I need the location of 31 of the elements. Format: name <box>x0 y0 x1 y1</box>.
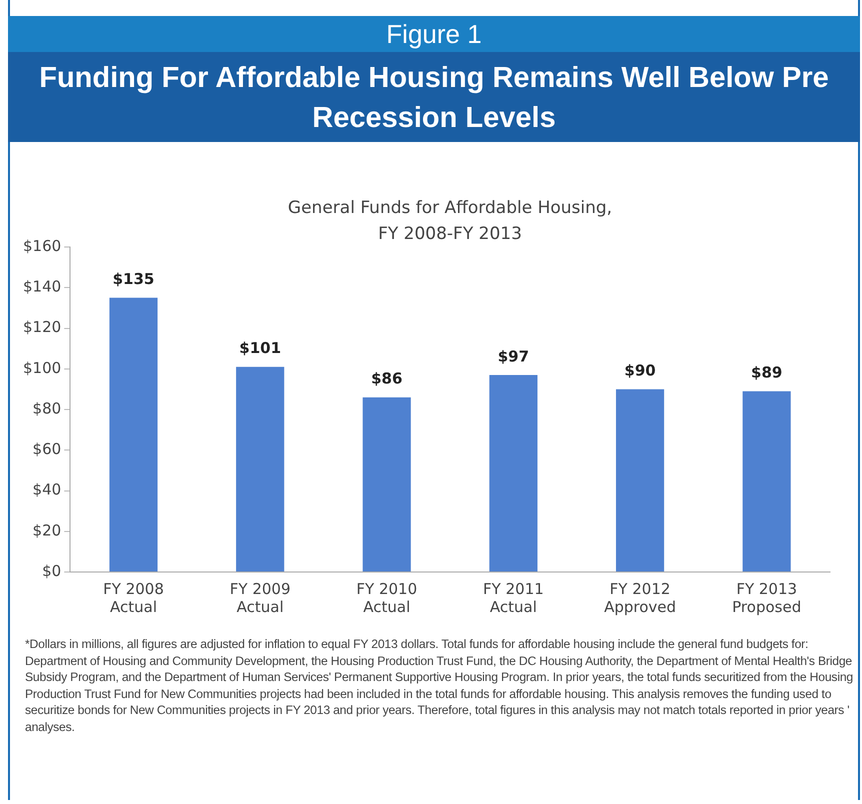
text: General Funds for Affordable Housing, FY 2008-FY 2013 <box>286 197 614 246</box>
bar <box>489 374 538 572</box>
text: *Dollars in millions, all figures are adjusted for inflation to equal FY 2013 dollars. Total funds for affordable housing include the general fund budgets for: Department of Housing and Community Development, the Housing Production Trust Fund, the DC Housing Authority, the Department of Mental Health's Bridge Subsidy Program, and the Department of Human Services' Permanent Supportive Housing Program. In prior years, the total funds securitized from the Housing Production Trust Fund for New Communities projects had been included in the total funds for affordable housing. This analysis removes the funding used to securitize bonds for New Communities projects in FY 2013 and prior years. Therefore, total figures in this analysis may not match totals reported in prior years ' analyses. <box>25 636 854 735</box>
y-tick-label: $120 <box>22 318 62 336</box>
x-tick-label: FY 2011 Actual <box>483 580 544 616</box>
bar <box>109 298 158 572</box>
bar <box>616 389 664 572</box>
data-label: $97 <box>498 347 530 366</box>
y-tick-label: $60 <box>32 440 62 458</box>
x-tick-label: FY 2008 Actual <box>103 580 164 616</box>
x-tick-label: FY 2013 Proposed <box>732 580 802 616</box>
x-tick-label: FY 2012 Approved <box>604 580 676 616</box>
x-tick-label: FY 2009 Actual <box>230 580 290 616</box>
y-tick-label: $0 <box>42 562 62 580</box>
data-label: $135 <box>112 270 154 288</box>
bar <box>742 391 791 572</box>
y-tick-label: $20 <box>32 521 62 540</box>
y-tick-label: $140 <box>22 278 62 296</box>
y-tick-label: $80 <box>32 399 62 418</box>
y-tick-label: $100 <box>22 358 62 377</box>
data-label: $86 <box>371 370 402 388</box>
bar <box>362 397 411 572</box>
chart-title: Funding For Affordable Housing Remains Well Below Pre Recession Levels <box>8 52 860 142</box>
bar <box>236 366 284 572</box>
data-label: $89 <box>751 364 782 382</box>
data-label: $90 <box>624 362 656 380</box>
y-tick-label: $40 <box>32 480 62 499</box>
y-tick-label: $160 <box>22 236 62 255</box>
chart-subtitle: Figure 1 <box>8 16 860 52</box>
data-label: $101 <box>239 339 282 358</box>
x-tick-label: FY 2010 Actual <box>356 580 418 616</box>
